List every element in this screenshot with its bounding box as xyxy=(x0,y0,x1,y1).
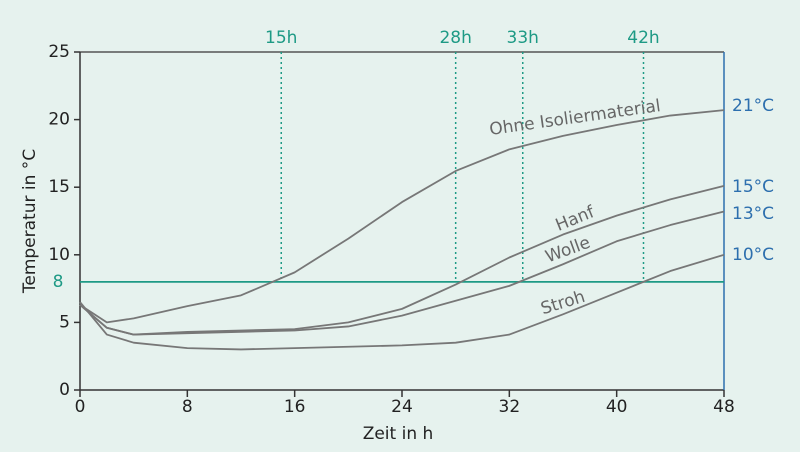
y-tick-label: 0 xyxy=(59,380,70,400)
end-label: 10°C xyxy=(732,245,774,265)
series-line xyxy=(79,210,725,336)
series-line xyxy=(79,253,725,351)
time-marker-label: 15h xyxy=(265,28,297,48)
x-tick-label: 8 xyxy=(182,397,193,417)
y-tick-label: 5 xyxy=(59,312,70,332)
y-tick-label: 15 xyxy=(48,177,70,197)
end-label: 21°C xyxy=(732,96,774,116)
x-tick-label: 0 xyxy=(75,397,86,417)
y-axis-title: Temperatur in °C xyxy=(20,149,40,294)
y-tick-label: 20 xyxy=(48,110,70,130)
end-label: 15°C xyxy=(732,177,774,197)
threshold-label: 8 xyxy=(53,272,64,292)
x-tick-label: 48 xyxy=(713,397,735,417)
x-tick-label: 16 xyxy=(284,397,306,417)
x-axis-title: Zeit in h xyxy=(363,424,434,444)
time-marker-label: 33h xyxy=(507,28,539,48)
series-line xyxy=(79,184,725,336)
series-line xyxy=(79,109,725,324)
end-label: 13°C xyxy=(732,204,774,224)
y-tick-label: 25 xyxy=(48,42,70,62)
x-tick-label: 32 xyxy=(499,397,521,417)
x-tick-label: 24 xyxy=(391,397,413,417)
time-marker-label: 28h xyxy=(439,28,471,48)
y-tick-label: 10 xyxy=(48,245,70,265)
x-tick-label: 40 xyxy=(606,397,628,417)
time-marker-label: 42h xyxy=(627,28,659,48)
